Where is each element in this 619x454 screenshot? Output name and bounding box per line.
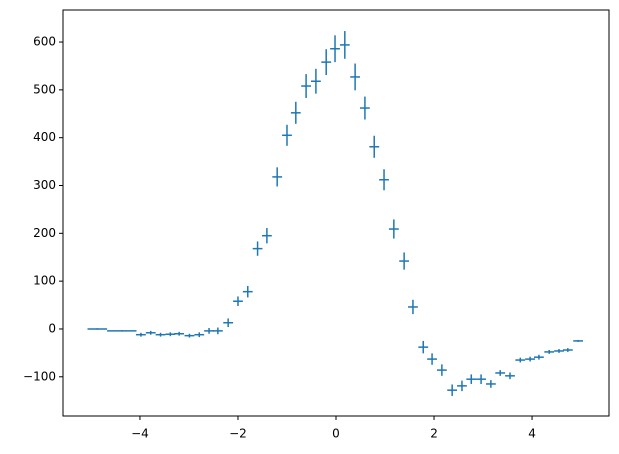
x-tick-label: −2	[229, 427, 247, 441]
y-tick-label: 200	[33, 226, 56, 240]
y-tick-label: 600	[33, 35, 56, 49]
y-tick-label: −100	[23, 369, 56, 383]
x-tick-label: 0	[332, 427, 340, 441]
plot-frame	[62, 9, 610, 417]
y-tick-label: 100	[33, 274, 56, 288]
y-tick-label: 500	[33, 82, 56, 96]
x-tick-label: 2	[430, 427, 438, 441]
y-tick-label: 400	[33, 130, 56, 144]
x-tick-label: 4	[528, 427, 536, 441]
y-tick-label: 300	[33, 178, 56, 192]
y-tick-label: 0	[48, 321, 56, 335]
x-tick-label: −4	[131, 427, 149, 441]
